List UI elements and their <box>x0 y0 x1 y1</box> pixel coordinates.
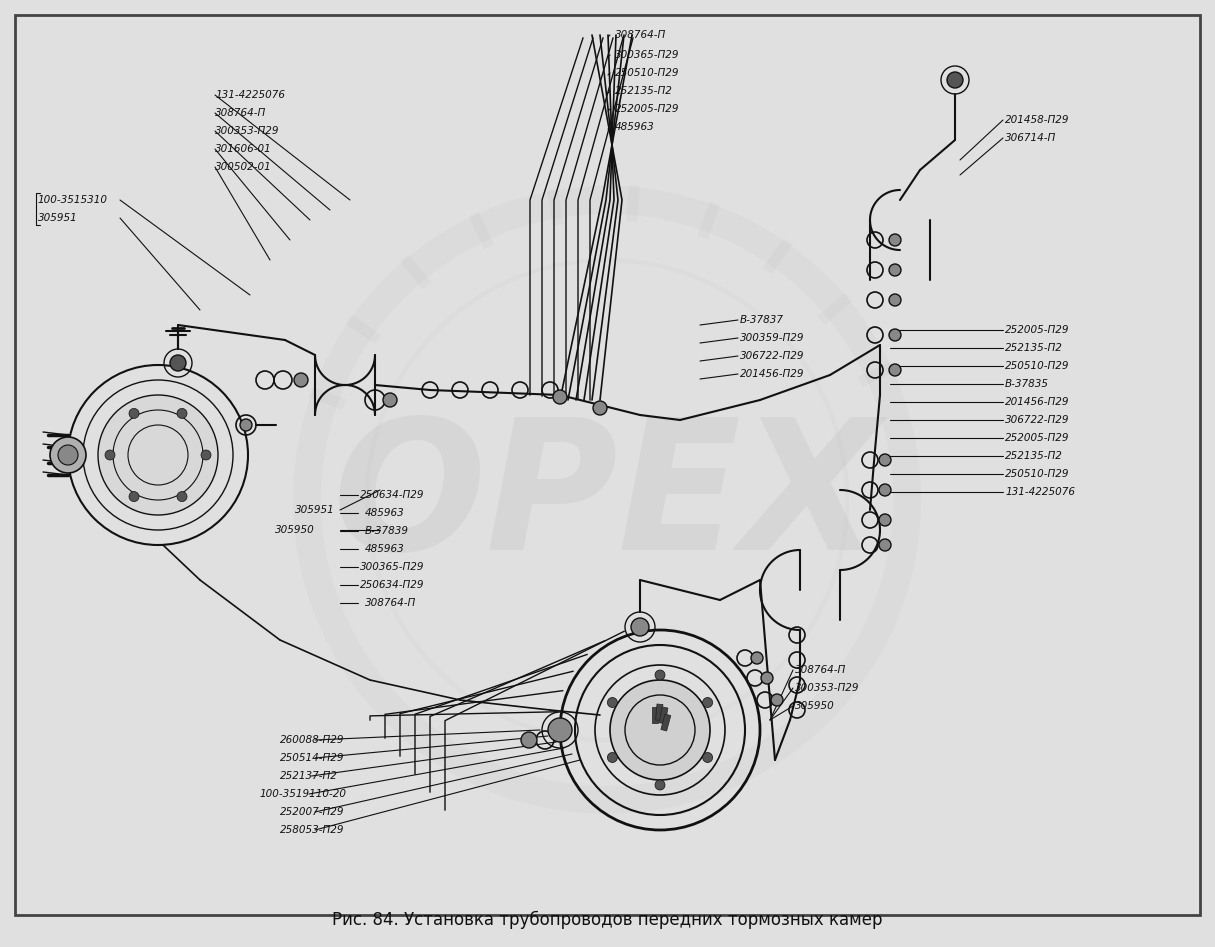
Circle shape <box>608 698 617 707</box>
Circle shape <box>878 484 891 496</box>
Text: 300353-П29: 300353-П29 <box>795 683 859 693</box>
Circle shape <box>50 437 86 473</box>
Circle shape <box>655 670 665 680</box>
Text: 100-3515310: 100-3515310 <box>38 195 108 205</box>
Text: 260088-П29: 260088-П29 <box>279 735 345 745</box>
Circle shape <box>129 408 139 419</box>
Text: 305950: 305950 <box>275 525 315 535</box>
Circle shape <box>878 539 891 551</box>
Text: 252005-П29: 252005-П29 <box>615 104 679 114</box>
Circle shape <box>889 294 902 306</box>
Text: 308764-П: 308764-П <box>795 665 847 675</box>
Text: 131-4225076: 131-4225076 <box>1005 487 1075 497</box>
Circle shape <box>889 329 902 341</box>
Text: В-37839: В-37839 <box>364 526 409 536</box>
Circle shape <box>170 355 186 371</box>
Circle shape <box>889 364 902 376</box>
Circle shape <box>655 780 665 790</box>
Text: 300359-П29: 300359-П29 <box>740 333 804 343</box>
Circle shape <box>946 72 963 88</box>
Circle shape <box>610 680 710 780</box>
Text: 100-3519110-20: 100-3519110-20 <box>260 789 347 799</box>
Circle shape <box>751 652 763 664</box>
Text: 308764-П: 308764-П <box>215 108 266 118</box>
Circle shape <box>593 401 608 415</box>
Text: 300365-П29: 300365-П29 <box>360 562 424 572</box>
Circle shape <box>702 753 713 762</box>
Text: 306722-П29: 306722-П29 <box>740 351 804 361</box>
Circle shape <box>878 454 891 466</box>
Text: 308764-П: 308764-П <box>364 598 417 608</box>
Text: 308764-П: 308764-П <box>615 30 666 40</box>
Circle shape <box>129 491 139 502</box>
Circle shape <box>241 419 252 431</box>
Text: 252005-П29: 252005-П29 <box>1005 433 1069 443</box>
Text: 485963: 485963 <box>364 544 405 554</box>
Circle shape <box>200 450 211 460</box>
Text: 250634-П29: 250634-П29 <box>360 580 424 590</box>
Circle shape <box>702 698 713 707</box>
Circle shape <box>608 753 617 762</box>
Circle shape <box>383 393 397 407</box>
Text: 306714-П: 306714-П <box>1005 133 1056 143</box>
Bar <box>652 707 659 723</box>
Text: 252135-П2: 252135-П2 <box>615 86 673 96</box>
Text: 306722-П29: 306722-П29 <box>1005 415 1069 425</box>
Text: 300353-П29: 300353-П29 <box>215 126 279 136</box>
Text: В-37837: В-37837 <box>740 315 784 325</box>
Circle shape <box>294 373 307 387</box>
Text: 305951: 305951 <box>38 213 78 223</box>
Text: 250514-П29: 250514-П29 <box>279 753 345 763</box>
Circle shape <box>177 408 187 419</box>
Circle shape <box>104 450 115 460</box>
Circle shape <box>772 694 782 706</box>
Bar <box>656 704 663 721</box>
Circle shape <box>889 264 902 276</box>
Text: 201456-П29: 201456-П29 <box>1005 397 1069 407</box>
Text: 250634-П29: 250634-П29 <box>360 490 424 500</box>
Circle shape <box>177 491 187 502</box>
Text: 485963: 485963 <box>615 122 655 132</box>
Text: 300365-П29: 300365-П29 <box>615 50 679 60</box>
Text: 131-4225076: 131-4225076 <box>215 90 286 100</box>
Circle shape <box>878 514 891 526</box>
Text: 201456-П29: 201456-П29 <box>740 369 804 379</box>
Text: 258053-П29: 258053-П29 <box>279 825 345 835</box>
Circle shape <box>761 672 773 684</box>
Circle shape <box>521 732 537 748</box>
Circle shape <box>58 445 78 465</box>
Text: 252137-П2: 252137-П2 <box>279 771 338 781</box>
Bar <box>661 714 671 731</box>
Text: 250510-П29: 250510-П29 <box>1005 361 1069 371</box>
Text: 252135-П2: 252135-П2 <box>1005 343 1063 353</box>
Text: OPEX: OPEX <box>333 412 881 588</box>
Text: 300502-01: 300502-01 <box>215 162 272 172</box>
Text: 485963: 485963 <box>364 508 405 518</box>
Text: 252007-П29: 252007-П29 <box>279 807 345 817</box>
Text: 250510-П29: 250510-П29 <box>1005 469 1069 479</box>
Text: 250510-П29: 250510-П29 <box>615 68 679 78</box>
Circle shape <box>98 395 217 515</box>
Circle shape <box>553 390 567 404</box>
Text: 301606-01: 301606-01 <box>215 144 272 154</box>
Text: 252135-П2: 252135-П2 <box>1005 451 1063 461</box>
Text: 305951: 305951 <box>295 505 335 515</box>
Text: 252005-П29: 252005-П29 <box>1005 325 1069 335</box>
Circle shape <box>631 618 649 636</box>
Bar <box>660 707 668 724</box>
Text: Рис. 84. Установка трубопроводов передних тормозных камер: Рис. 84. Установка трубопроводов передни… <box>332 911 882 929</box>
Text: 305950: 305950 <box>795 701 835 711</box>
Circle shape <box>548 718 572 742</box>
Text: 201458-П29: 201458-П29 <box>1005 115 1069 125</box>
Text: В-37835: В-37835 <box>1005 379 1049 389</box>
Circle shape <box>889 234 902 246</box>
